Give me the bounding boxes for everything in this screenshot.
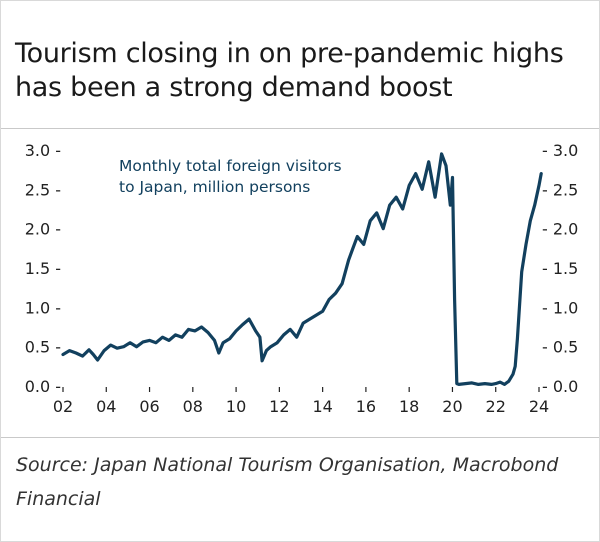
y-tick-label-left: 1.0 - — [25, 298, 61, 317]
series-line-visitors — [61, 152, 543, 386]
x-tick-label: 14 — [312, 397, 332, 416]
x-tick-label: 20 — [442, 397, 462, 416]
y-tick-label-right: - 0.5 — [542, 338, 578, 357]
x-tick-label: 12 — [269, 397, 289, 416]
x-tick-label: 16 — [356, 397, 376, 416]
y-axis-right: - 0.0 - 0.5 - 1.0 - 1.5 - 2.0 - 2.5 - 3.0 — [542, 141, 578, 396]
y-tick-label-right: - 2.5 — [542, 180, 578, 199]
x-tick-label: 06 — [139, 397, 159, 416]
x-tick-label: 02 — [53, 397, 73, 416]
x-tick-label: 04 — [96, 397, 116, 416]
y-tick-label-left: 0.0 - — [25, 377, 61, 396]
x-tick-label: 08 — [183, 397, 203, 416]
y-tick-label-left: 3.0 - — [25, 141, 61, 160]
y-tick-label-right: - 1.5 — [542, 259, 578, 278]
y-tick-label-left: 1.5 - — [25, 259, 61, 278]
x-tick-label: 10 — [226, 397, 246, 416]
y-tick-label-right: - 2.0 — [542, 220, 578, 239]
y-tick-label-right: - 3.0 — [542, 141, 578, 160]
x-tick-label: 18 — [399, 397, 419, 416]
source-note: Source: Japan National Tourism Organisat… — [16, 454, 559, 510]
y-tick-label-left: 0.5 - — [25, 338, 61, 357]
x-axis: 02 04 06 08 10 12 14 16 18 20 22 24 — [53, 387, 549, 416]
y-tick-label-left: 2.5 - — [25, 180, 61, 199]
series-annotation-line-2: to Japan, million persons — [119, 178, 310, 196]
x-tick-label: 24 — [529, 397, 549, 416]
y-tick-label-left: 2.0 - — [25, 220, 61, 239]
y-tick-label-right: - 0.0 — [542, 377, 578, 396]
chart-title: Tourism closing in on pre-pandemic highs… — [15, 38, 564, 103]
y-axis-left: 0.0 - 0.5 - 1.0 - 1.5 - 2.0 - 2.5 - 3.0 - — [25, 141, 61, 396]
y-tick-label-right: - 1.0 — [542, 298, 578, 317]
top-divider — [1, 128, 599, 129]
line-chart: 0.0 - 0.5 - 1.0 - 1.5 - 2.0 - 2.5 - 3.0 - - 0.… — [25, 141, 579, 416]
x-tick-label: 22 — [486, 397, 506, 416]
series-annotation-line-1: Monthly total foreign visitors — [119, 157, 342, 175]
bottom-divider — [1, 437, 599, 438]
